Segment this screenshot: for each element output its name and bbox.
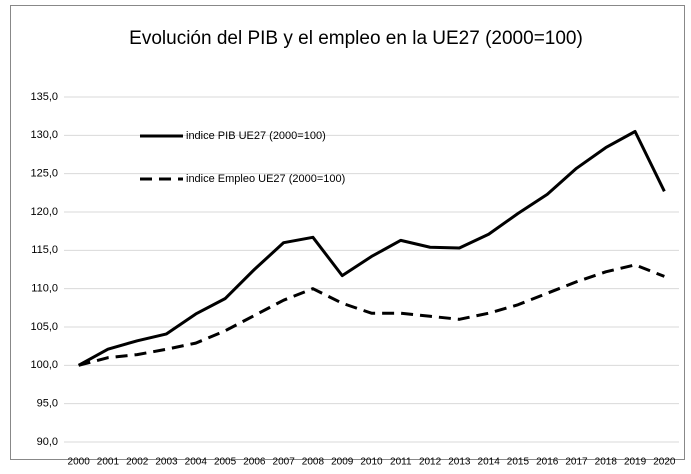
- legend-label: indice PIB UE27 (2000=100): [186, 130, 326, 142]
- x-tick-label: 2018: [595, 457, 618, 468]
- x-tick-label: 2003: [155, 457, 178, 468]
- y-tick-label: 100,0: [30, 359, 58, 371]
- y-tick-label: 105,0: [30, 321, 58, 333]
- y-tick-label: 110,0: [31, 283, 58, 295]
- y-tick-label: 120,0: [30, 206, 58, 218]
- x-tick-label: 2013: [448, 457, 471, 468]
- y-tick-label: 130,0: [30, 129, 58, 141]
- x-tick-label: 2019: [624, 457, 647, 468]
- x-tick-label: 2001: [97, 457, 120, 468]
- x-tick-label: 2004: [185, 457, 208, 468]
- x-tick-label: 2006: [243, 457, 266, 468]
- x-tick-label: 2000: [68, 457, 91, 468]
- x-tick-label: 2016: [536, 457, 559, 468]
- y-tick-label: 125,0: [30, 168, 58, 180]
- legend-label: indice Empleo UE27 (2000=100): [186, 173, 345, 185]
- chart-frame: [10, 5, 685, 460]
- data-line: [77, 130, 666, 367]
- data-line: [78, 263, 665, 367]
- x-tick-label: 2014: [478, 457, 501, 468]
- x-tick-label: 2007: [273, 457, 296, 468]
- y-tick-label: 95,0: [37, 398, 58, 410]
- y-tick-label: 135,0: [30, 91, 58, 103]
- x-tick-label: 2002: [126, 457, 149, 468]
- x-tick-label: 2009: [331, 457, 354, 468]
- x-tick-label: 2005: [214, 457, 237, 468]
- x-tick-label: 2008: [302, 457, 325, 468]
- x-tick-label: 2012: [419, 457, 442, 468]
- x-tick-label: 2017: [565, 457, 588, 468]
- y-tick-label: 90,0: [37, 436, 58, 448]
- y-tick-label: 115,0: [31, 244, 58, 256]
- chart-title: Evolución del PIB y el empleo en la UE27…: [129, 28, 583, 49]
- x-tick-label: 2010: [360, 457, 383, 468]
- x-tick-label: 2011: [390, 457, 412, 468]
- x-tick-label: 2020: [653, 457, 676, 468]
- x-tick-label: 2015: [507, 457, 530, 468]
